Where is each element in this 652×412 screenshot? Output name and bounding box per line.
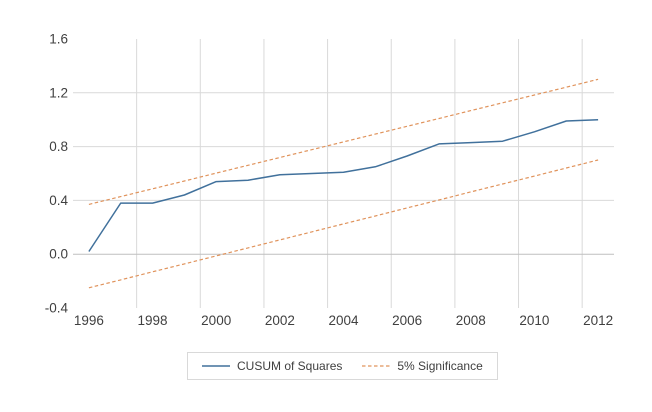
legend: CUSUM of Squares 5% Significance xyxy=(187,352,498,380)
significance-upper-line xyxy=(88,78,599,205)
x-axis-tick-label: 2002 xyxy=(265,313,295,328)
legend-entry-significance: 5% Significance xyxy=(362,359,483,373)
x-axis-tick-label: 2000 xyxy=(201,313,231,328)
x-axis-tick-label: 2004 xyxy=(328,313,359,328)
x-axis-tick-label: 2010 xyxy=(519,313,549,328)
solid-line-icon xyxy=(202,365,230,367)
y-axis-tick-label: -0.4 xyxy=(45,301,69,316)
significance-lower-line xyxy=(88,159,599,289)
y-axis-tick-label: 0.0 xyxy=(49,247,68,262)
x-axis-tick-label: 2012 xyxy=(583,313,613,328)
y-axis-tick-label: 1.6 xyxy=(49,32,68,47)
legend-entry-cusum: CUSUM of Squares xyxy=(202,359,342,373)
x-axis-tick-label: 2006 xyxy=(392,313,422,328)
x-axis-tick-label: 1998 xyxy=(138,313,168,328)
y-axis-tick-label: 0.8 xyxy=(49,139,68,154)
y-axis-tick-label: 1.2 xyxy=(49,85,68,100)
cusum-line xyxy=(88,118,599,252)
y-axis-tick-label: 0.4 xyxy=(49,193,68,208)
x-axis-tick-label: 2008 xyxy=(456,313,486,328)
legend-label-cusum: CUSUM of Squares xyxy=(237,359,343,373)
dashed-line-icon xyxy=(362,365,391,367)
x-axis-tick-label: 1996 xyxy=(74,313,104,328)
legend-label-significance: 5% Significance xyxy=(397,359,483,373)
